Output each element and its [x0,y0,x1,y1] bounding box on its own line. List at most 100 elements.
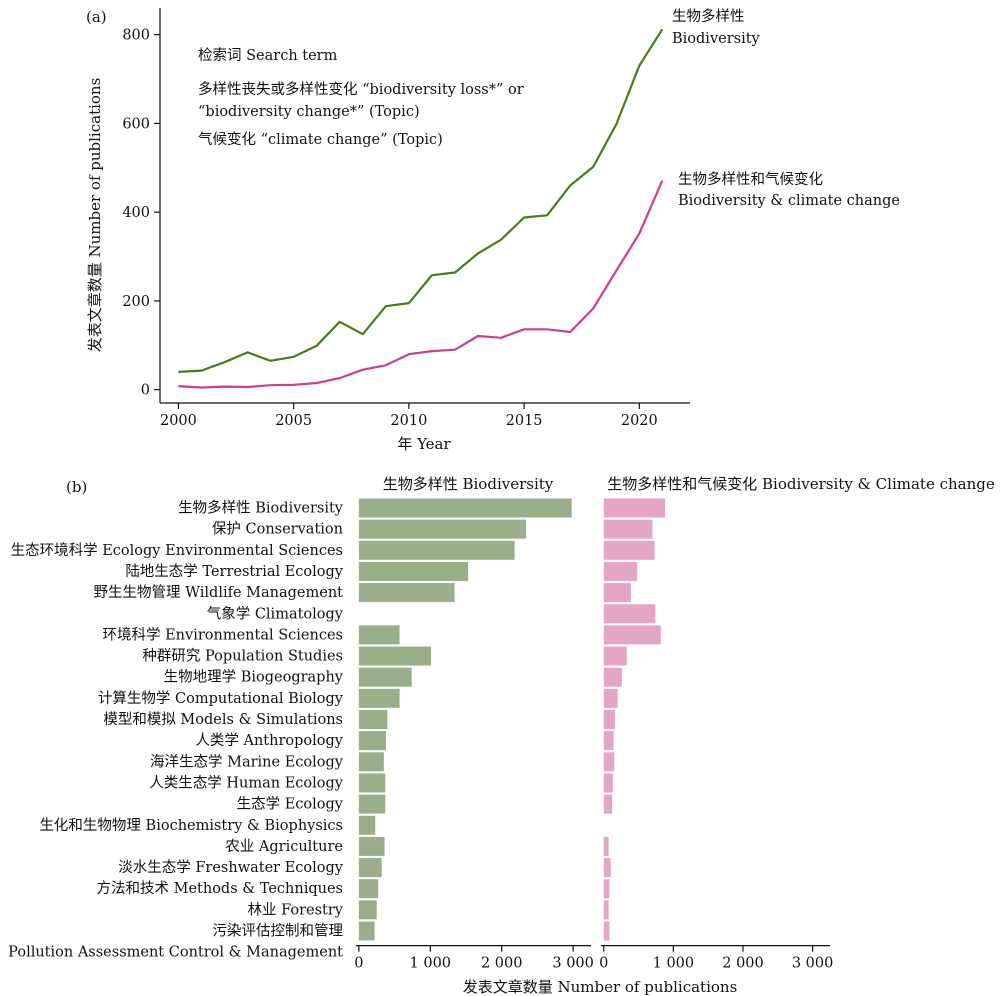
x-tick-label: 3 000 [792,956,834,972]
category-label: 陆地生态学 Terrestrial Ecology [125,563,343,580]
series-line-biodiversity [178,28,664,373]
bar-climate [603,583,631,603]
series-line-climate [178,180,664,389]
category-label: 污染评估控制和管理 [213,923,344,940]
x-axis-label-b: 发表文章数量 Number of publications [463,978,738,996]
bar-climate [603,667,622,687]
category-label: 生化和生物物理 Biochemistry & Biophysics [39,817,343,834]
x-tick-label: 2 000 [722,956,764,972]
x-tick-label: 2005 [275,413,312,429]
category-label: 环境科学 Environmental Sciences [102,625,343,643]
bar-climate [603,561,638,581]
category-label: 淡水生态学 Freshwater Ecology [118,859,344,876]
bar-biodiversity [358,921,375,941]
x-tick-label: 2000 [160,413,197,429]
series-label-biodiversity: Biodiversity [672,31,761,47]
bar-biodiversity [358,858,382,878]
category-label: 生物多样性 Biodiversity [178,500,344,517]
category-label: 人类生态学 Human Ecology [149,774,344,791]
x-tick-label: 2010 [390,413,427,429]
bar-climate [603,836,609,856]
annotation-line: 多样性丧失或多样性变化 “biodiversity loss*” or [198,81,524,98]
bar-climate [603,773,613,793]
panel-b: (b) 生物多样性 Biodiversity 生物多样性和气候变化 Biodiv… [8,475,995,996]
bar-climate [603,710,615,729]
bar-climate [603,688,618,708]
x-tick-label: 2015 [506,413,543,429]
bar-biodiversity [358,540,515,560]
bar-biodiversity [358,519,526,539]
panel-b-axes: 0 1 000 2 000 3 000 0 1 000 2 000 3 000 [354,945,834,972]
panel-a-annotation: 检索词 Search term 多样性丧失或多样性变化 “biodiversit… [198,47,524,148]
category-label: 种群研究 Population Studies [142,648,343,665]
bar-biodiversity [358,794,386,814]
category-label: 气象学 Climatology [207,605,344,622]
bar-biodiversity [358,688,400,708]
category-label: 海洋生态学 Marine Ecology [150,753,344,770]
bar-biodiversity [358,815,376,835]
bar-climate [603,604,656,624]
x-tick-label: 1 000 [410,956,452,972]
category-label: Pollution Assessment Control & Managemen… [8,945,343,961]
bar-climate [603,879,610,899]
bar-biodiversity [358,667,412,687]
bar-biodiversity [358,752,384,772]
category-label: 野生生物管理 Wildlife Management [94,584,344,601]
facet-title-biodiversity: 生物多样性 Biodiversity [383,475,554,493]
y-tick-label: 800 [122,28,150,44]
y-tick-label: 0 [141,383,150,399]
bar-biodiversity [358,498,572,518]
series-labels: 生物多样性 Biodiversity 生物多样性和气候变化 Biodiversi… [672,8,900,209]
x-tick-label: 3 000 [552,956,594,972]
x-axis-label: 年 Year [397,435,451,453]
facet-title-climate: 生物多样性和气候变化 Biodiversity & Climate change [607,475,995,493]
category-label: 计算生物学 Computational Biology [98,690,344,707]
category-label: 人类学 Anthropology [195,732,343,749]
category-label: 林业 Forestry [247,901,343,918]
bar-biodiversity [358,561,469,581]
bar-climate [603,752,615,772]
annotation-line: 气候变化 “climate change” (Topic) [198,131,443,148]
bar-biodiversity [358,625,400,645]
category-label: 生物地理学 Biogeography [164,669,344,686]
category-label: 生态环境科学 Ecology Environmental Sciences [11,541,343,559]
bar-biodiversity [358,731,386,751]
x-tick-label: 0 [599,956,608,972]
y-tick-label: 200 [122,294,150,310]
panel-a-label: (a) [86,8,107,26]
bar-climate [603,519,653,539]
x-tick-label: 0 [354,956,363,972]
bar-climate [603,858,611,878]
bar-biodiversity [358,773,386,793]
bars [358,498,666,941]
panel-a-series [178,28,664,389]
bar-biodiversity [358,879,379,899]
series-label-climate: 生物多样性和气候变化 [678,171,823,188]
bar-biodiversity [358,900,377,920]
annotation-line: 检索词 Search term [198,47,338,64]
category-label: 生态学 Ecology [237,796,344,813]
panel-a: (a) 0 200 400 600 800 2000 2005 2010 2015 2020 检索… [86,8,900,453]
series-label-climate: Biodiversity & climate change [678,193,900,209]
bar-climate [603,900,609,920]
bar-climate [603,498,666,518]
bar-climate [603,794,613,814]
category-label: 模型和模拟 Models & Simulations [103,711,343,728]
x-tick-label: 2020 [621,413,658,429]
category-label: 方法和技术 Methods & Techniques [97,880,344,897]
category-label: 农业 Agriculture [225,838,343,855]
y-tick-label: 600 [122,116,150,132]
bar-climate [603,646,627,666]
x-tick-label: 1 000 [653,956,695,972]
panel-b-label: (b) [66,478,87,496]
y-tick-label: 400 [122,205,150,221]
bar-climate [603,540,655,560]
bar-biodiversity [358,836,385,856]
bar-biodiversity [358,710,388,729]
panel-a-axes: 0 200 400 600 800 2000 2005 2010 2015 2020 [122,8,690,429]
bar-biodiversity [358,583,455,603]
category-label: 保护 Conservation [212,521,343,538]
bar-biodiversity [358,646,431,666]
annotation-line: “biodiversity change*” (Topic) [198,104,420,120]
